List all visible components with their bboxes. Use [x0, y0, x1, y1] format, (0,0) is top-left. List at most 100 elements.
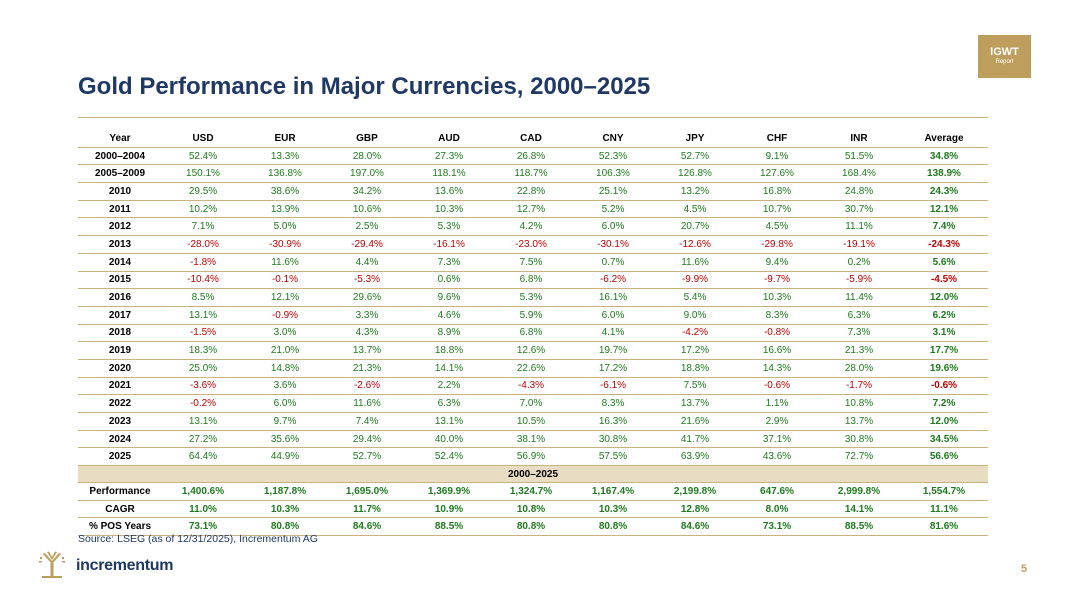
table-cell: 52.4%	[162, 147, 244, 166]
table-cell: 7.3%	[408, 253, 490, 272]
table-cell: -29.8%	[736, 235, 818, 254]
table-cell: 118.7%	[490, 164, 572, 184]
table-cell: 29.6%	[326, 288, 408, 307]
table-cell: 7.0%	[490, 394, 572, 413]
row-label: 2018	[78, 324, 162, 343]
table-cell: 18.8%	[408, 341, 490, 360]
table-cell: 13.3%	[244, 147, 326, 166]
table-cell: 35.6%	[244, 430, 326, 449]
row-label: 2024	[78, 430, 162, 449]
table-cell: 12.0%	[900, 288, 988, 307]
table-cell: 13.6%	[408, 182, 490, 201]
table-cell: 16.1%	[572, 288, 654, 307]
table-cell: 81.6%	[900, 517, 988, 537]
table-cell: 12.7%	[490, 200, 572, 219]
column-header: Year	[78, 130, 162, 148]
table-row: 2014 -1.8% 11.6% 4.4% 7.3% 7.5% 0.7% 11.6% 9.4% 0…	[78, 253, 988, 272]
incrementum-tree-logo-icon	[39, 551, 65, 578]
table-cell: -12.6%	[654, 235, 736, 254]
row-label: 2012	[78, 217, 162, 237]
table-cell: 136.8%	[244, 164, 326, 184]
table-cell: 13.9%	[244, 200, 326, 219]
table-cell: 24.3%	[900, 182, 988, 201]
column-header: CNY	[572, 130, 654, 148]
table-cell: -23.0%	[490, 235, 572, 254]
table-header-row: Year USD EUR GBP AUD CAD CNY JPY CHF INR Average	[78, 130, 988, 148]
table-cell: -30.9%	[244, 235, 326, 254]
table-cell: 11.4%	[818, 288, 900, 307]
table-cell: 6.2%	[900, 306, 988, 325]
table-cell: 88.5%	[818, 517, 900, 537]
table-cell: 14.1%	[818, 500, 900, 519]
table-cell: 0.7%	[572, 253, 654, 272]
table-cell: 11.1%	[818, 217, 900, 237]
table-cell: 19.6%	[900, 359, 988, 378]
table-cell: 13.7%	[818, 412, 900, 431]
table-cell: 5.6%	[900, 253, 988, 272]
table-cell: -0.6%	[900, 377, 988, 396]
table-cell: -0.9%	[244, 306, 326, 325]
title-divider	[78, 117, 988, 118]
table-cell: 18.8%	[654, 359, 736, 378]
table-cell: 9.6%	[408, 288, 490, 307]
table-cell: 30.8%	[818, 430, 900, 449]
row-label: 2022	[78, 394, 162, 413]
table-cell: -3.6%	[162, 377, 244, 396]
table-cell: 6.8%	[490, 271, 572, 290]
table-cell: 9.0%	[654, 306, 736, 325]
table-cell: 4.6%	[408, 306, 490, 325]
table-cell: 30.8%	[572, 430, 654, 449]
column-header: CAD	[490, 130, 572, 148]
table-cell: 80.8%	[244, 517, 326, 537]
table-cell: -29.4%	[326, 235, 408, 254]
table-row: 2010 29.5% 38.6% 34.2% 13.6% 22.8% 25.1% 13.2% 1…	[78, 182, 988, 201]
table-cell: 6.3%	[408, 394, 490, 413]
table-cell: 14.3%	[736, 359, 818, 378]
table-cell: 10.3%	[244, 500, 326, 519]
table-cell: 38.6%	[244, 182, 326, 201]
table-row: 2022 -0.2% 6.0% 11.6% 6.3% 7.0% 8.3% 13.7% 1.1% 1…	[78, 394, 988, 413]
table-cell: 118.1%	[408, 164, 490, 184]
table-cell: -16.1%	[408, 235, 490, 254]
table-cell: 10.9%	[408, 500, 490, 519]
table-cell: 21.3%	[326, 359, 408, 378]
row-label: 2011	[78, 200, 162, 219]
table-cell: -10.4%	[162, 271, 244, 290]
table-cell: -1.5%	[162, 324, 244, 343]
table-cell: 8.3%	[736, 306, 818, 325]
table-cell: 22.8%	[490, 182, 572, 201]
table-cell: 40.0%	[408, 430, 490, 449]
table-cell: 6.0%	[572, 306, 654, 325]
table-cell: 9.7%	[244, 412, 326, 431]
table-cell: 57.5%	[572, 447, 654, 467]
table-cell: 56.9%	[490, 447, 572, 467]
table-cell: 25.0%	[162, 359, 244, 378]
table-cell: -30.1%	[572, 235, 654, 254]
table-cell: 20.7%	[654, 217, 736, 237]
column-header: CHF	[736, 130, 818, 148]
table-cell: 27.3%	[408, 147, 490, 166]
table-cell: 16.3%	[572, 412, 654, 431]
table-cell: 21.3%	[818, 341, 900, 360]
table-row: 2016 8.5% 12.1% 29.6% 9.6% 5.3% 16.1% 5.4% 10.3%…	[78, 288, 988, 307]
table-cell: 11.6%	[326, 394, 408, 413]
table-cell: 11.6%	[654, 253, 736, 272]
table-cell: 30.7%	[818, 200, 900, 219]
table-cell: 1,167.4%	[572, 482, 654, 501]
table-cell: 1,324.7%	[490, 482, 572, 501]
row-label: 2000–2004	[78, 147, 162, 166]
table-cell: 7.3%	[818, 324, 900, 343]
table-cell: 6.8%	[490, 324, 572, 343]
table-cell: 138.9%	[900, 164, 988, 184]
table-cell: 4.2%	[490, 217, 572, 237]
table-cell: 10.3%	[408, 200, 490, 219]
table-cell: 19.7%	[572, 341, 654, 360]
row-label: 2010	[78, 182, 162, 201]
table-row: 2019 18.3% 21.0% 13.7% 18.8% 12.6% 19.7% 17.2% 1…	[78, 341, 988, 360]
table-cell: 21.6%	[654, 412, 736, 431]
table-cell: 4.3%	[326, 324, 408, 343]
row-label: 2019	[78, 341, 162, 360]
table-cell: -19.1%	[818, 235, 900, 254]
table-cell: -5.9%	[818, 271, 900, 290]
table-cell: 38.1%	[490, 430, 572, 449]
